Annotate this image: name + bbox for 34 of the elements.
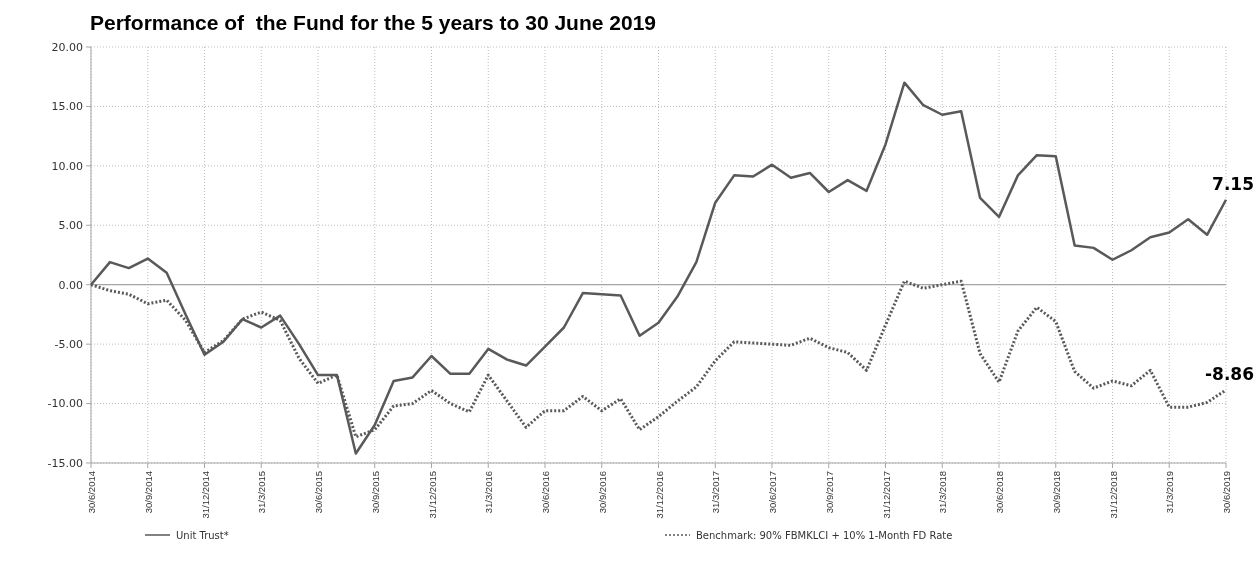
annotation: 7.15 [1212,173,1254,194]
x-tick-label: 31/3/2016 [483,471,495,514]
y-tick-label: 15.00 [51,100,83,114]
x-tick-label: 30/9/2018 [1050,471,1062,514]
x-tick-label: 30/6/2016 [540,471,551,514]
x-tick-label: 30/6/2019 [1221,471,1232,514]
x-tick-label: 31/12/2015 [426,471,438,519]
x-tick-label: 31/3/2017 [710,471,722,514]
legend-label: Benchmark: 90% FBMKLCI + 10% 1-Month FD Rate [696,529,953,541]
x-tick-label: 30/9/2017 [823,471,835,514]
y-tick-label: -5.00 [54,337,83,351]
x-tick-label: 31/12/2016 [653,471,665,519]
y-tick-label: -15.00 [47,456,83,470]
y-tick-label: 10.00 [51,159,83,173]
x-tick-label: 30/6/2014 [86,471,97,514]
annotation: -8.86 [1205,364,1254,385]
x-tick-label: 31/3/2018 [937,471,949,514]
x-tick-label: 31/3/2019 [1164,471,1176,514]
x-tick-label: 31/12/2018 [1107,471,1119,519]
x-tick-label: 31/12/2017 [880,471,892,519]
x-tick-label: 30/6/2017 [767,471,778,514]
x-tick-label: 30/9/2014 [142,471,154,514]
y-tick-label: -10.00 [47,397,83,411]
x-tick-label: 31/12/2014 [199,471,211,519]
x-tick-label: 31/3/2015 [256,471,268,514]
chart-title: Performance of the Fund for the 5 years to 30 June 2019 [90,11,657,34]
y-tick-label: 5.00 [58,219,83,233]
x-tick-label: 30/9/2015 [369,471,381,514]
x-tick-label: 30/6/2018 [994,471,1005,514]
y-tick-label: 20.00 [51,40,83,54]
x-tick-label: 30/6/2015 [313,471,324,514]
x-tick-label: 30/9/2016 [596,471,608,514]
y-tick-label: 0.00 [58,278,83,292]
legend-label: Unit Trust* [176,529,229,541]
